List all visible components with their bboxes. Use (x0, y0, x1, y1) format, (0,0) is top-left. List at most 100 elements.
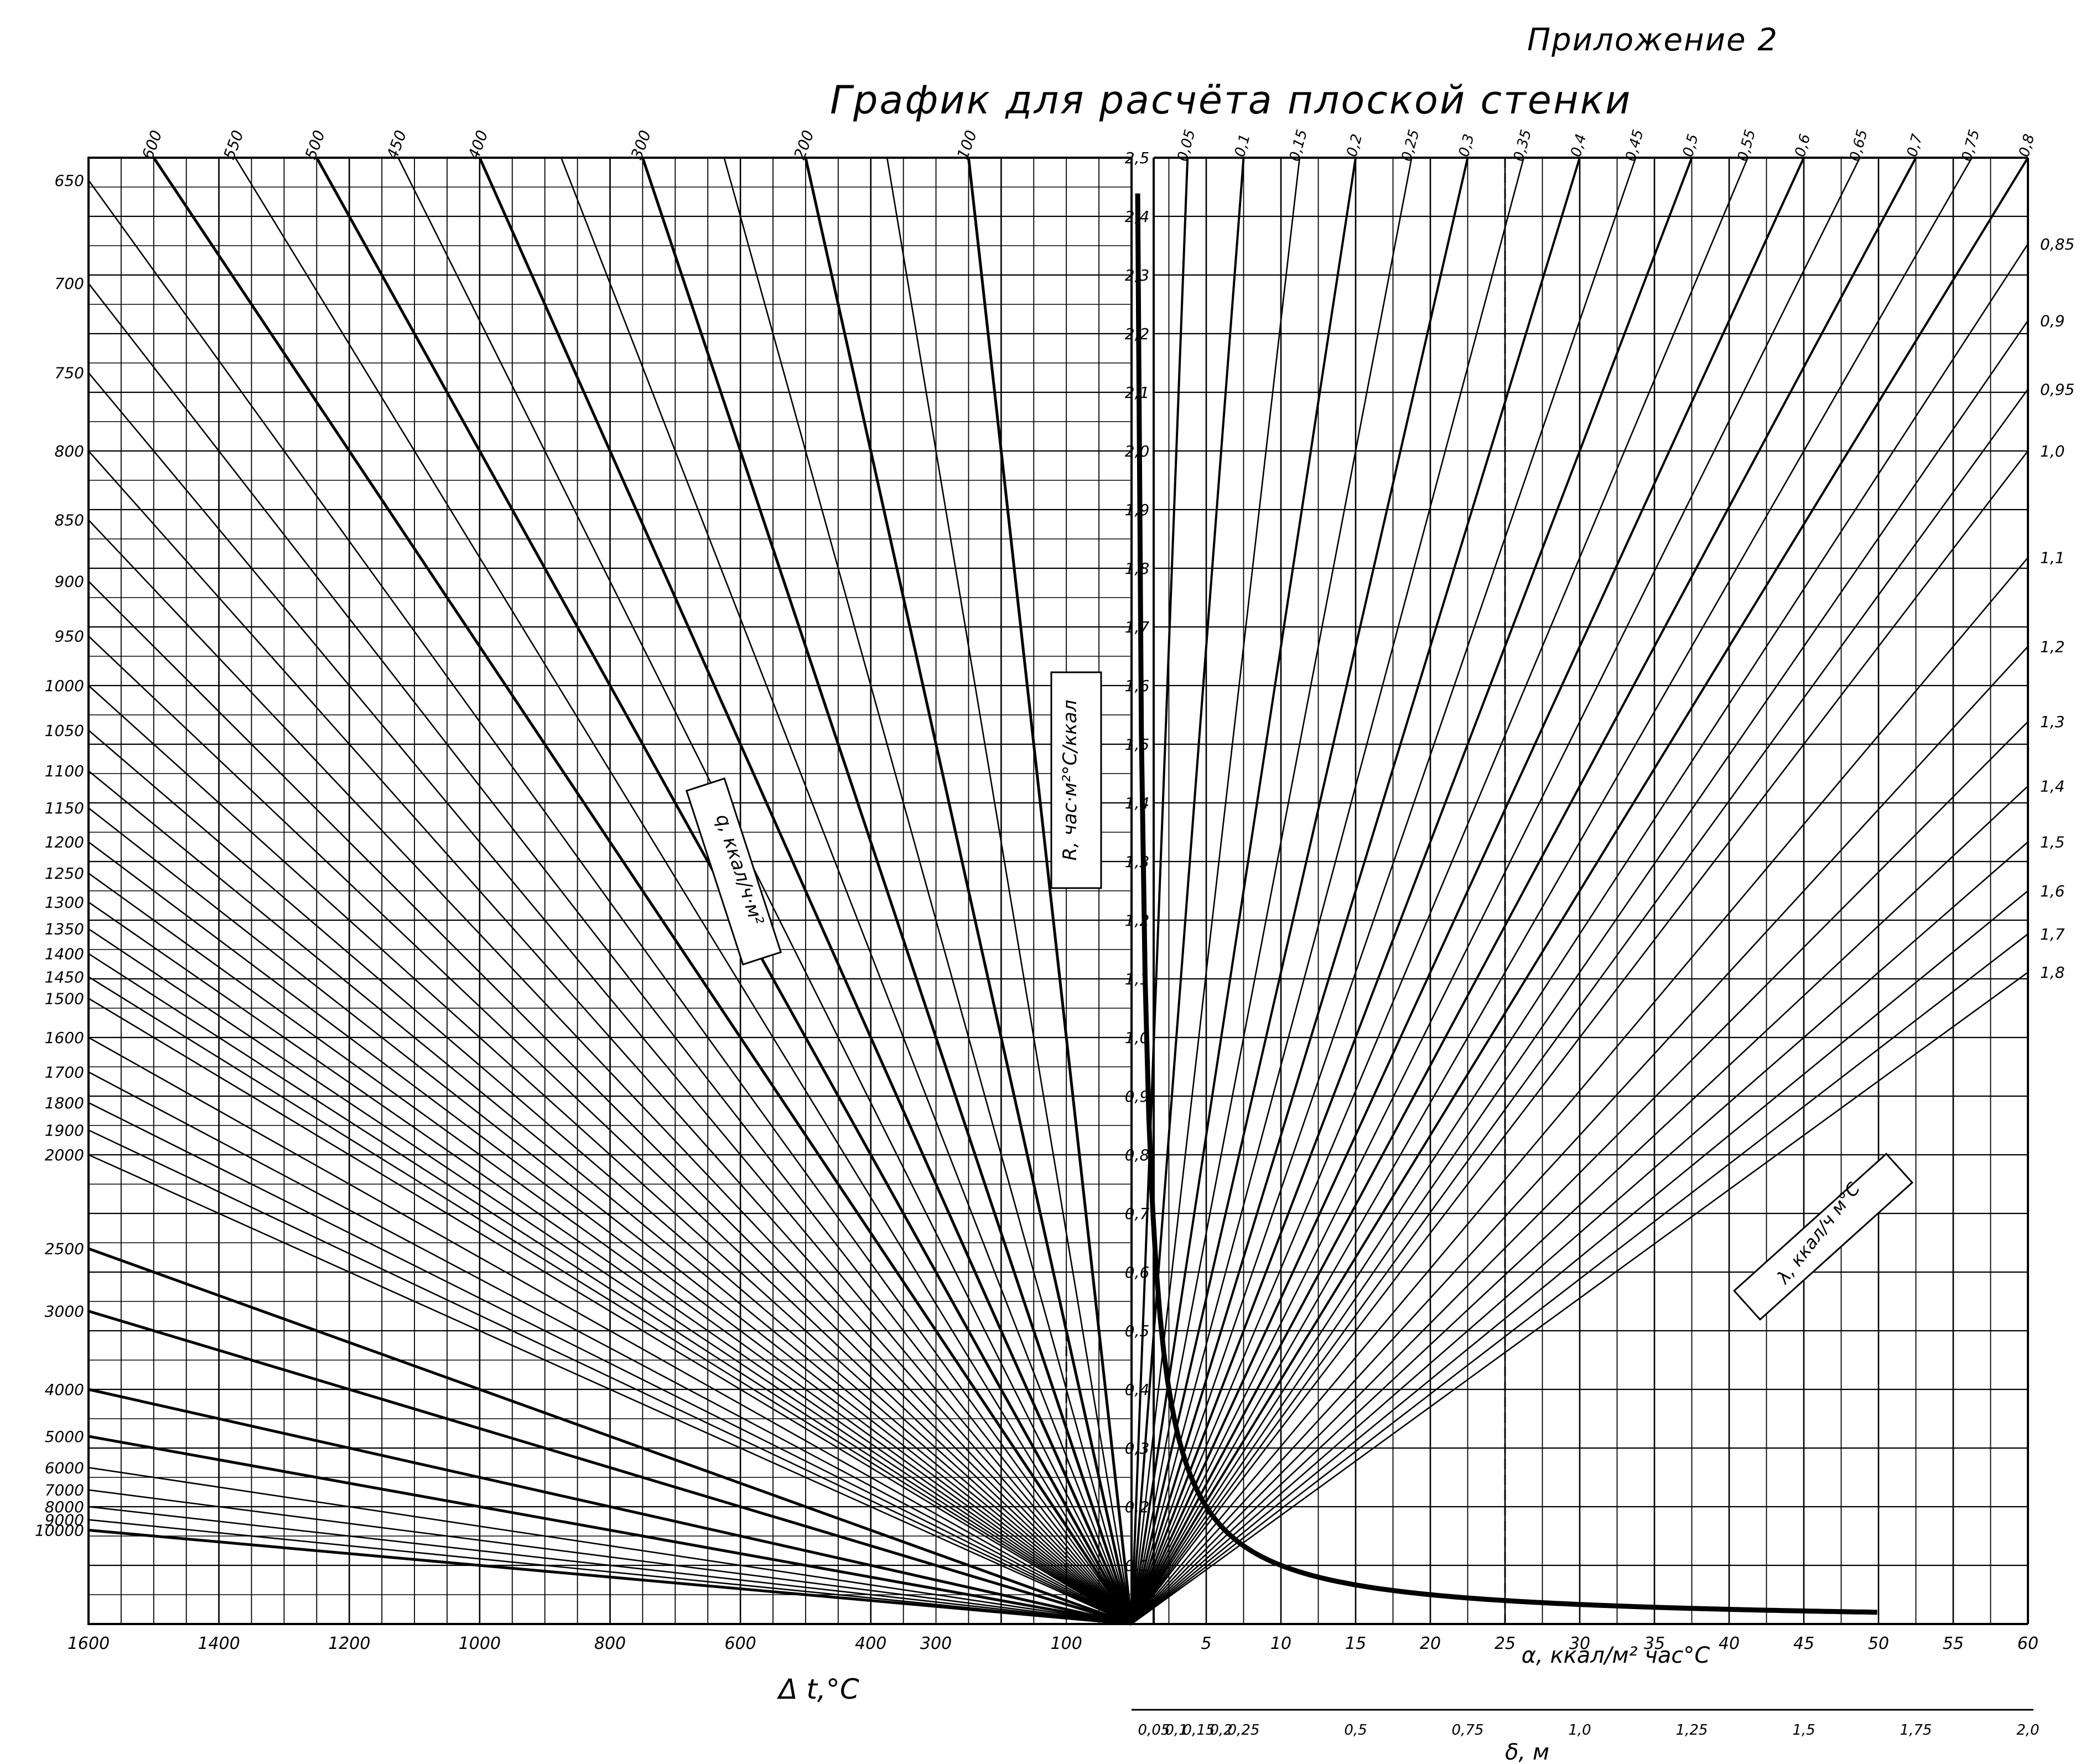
lambda-line-0.6 (1130, 157, 1805, 1625)
lambda-line-0.05 (1130, 157, 1189, 1625)
q-line-8000 (88, 1506, 1132, 1625)
r-tick: 1,0 (1125, 1029, 1150, 1047)
dt-tick: 1000 (459, 1634, 501, 1653)
left-scale-tick: 950 (55, 627, 84, 646)
right-lambda-tick: 1,1 (2040, 549, 2065, 567)
delta-tick: 0,2 (1210, 1722, 1232, 1739)
q-line-1300 (88, 901, 1132, 1625)
lambda-line-0.3 (1130, 157, 1469, 1625)
delta-axis-label: δ, м (1505, 1740, 1549, 1764)
q-line-2500 (88, 1247, 1132, 1626)
q-line-2000 (88, 1154, 1132, 1625)
q-line-1350 (88, 928, 1132, 1625)
r-tick: 1,4 (1125, 794, 1150, 812)
right-lambda-tick: 1,3 (2040, 713, 2065, 731)
dt-tick: 1200 (328, 1634, 370, 1653)
left-scale-tick: 1150 (45, 799, 84, 817)
left-scale-tick: 4000 (45, 1381, 84, 1399)
right-lambda-tick: 0,9 (2040, 312, 2065, 330)
alpha-tick: 10 (1270, 1634, 1291, 1653)
chart-title: График для расчёта плоской стенки (830, 77, 1632, 123)
left-scale-tick: 800 (55, 442, 84, 460)
alpha-curve (1135, 193, 1877, 1615)
lambda-line-0.55 (1130, 157, 1748, 1625)
q-line-450 (397, 157, 1133, 1625)
dt-tick: 800 (594, 1634, 626, 1653)
q-line-7000 (88, 1489, 1132, 1625)
lambda-line-1.1 (1131, 557, 2028, 1625)
q-line-1500 (88, 998, 1132, 1625)
q-line-4000 (88, 1388, 1132, 1626)
q-line-350 (560, 157, 1133, 1625)
dt-tick: 1400 (198, 1634, 240, 1653)
q-line-1150 (88, 807, 1132, 1625)
left-scale-tick: 1400 (45, 945, 84, 963)
lambda-line-0.85 (1130, 243, 2029, 1625)
lambda-line-0.25 (1130, 157, 1413, 1625)
q-line-10000 (88, 1528, 1132, 1626)
top-lambda-tick: 0,8 (2016, 132, 2038, 159)
lambda-line-0.35 (1130, 157, 1525, 1625)
r-tick: 0,7 (1125, 1205, 1150, 1223)
q-line-700 (87, 283, 1133, 1625)
dt-axis-label: Δ t,°C (776, 1673, 859, 1705)
left-scale-tick: 650 (55, 172, 84, 190)
left-scale-tick: 10000 (35, 1521, 84, 1539)
delta-tick: 0,15 (1183, 1722, 1215, 1739)
q-line-6000 (88, 1467, 1132, 1625)
right-lambda-tick: 0,95 (2040, 380, 2074, 398)
r-tick: 0,8 (1125, 1146, 1150, 1164)
dt-tick: 400 (855, 1634, 886, 1653)
q-line-1400 (88, 953, 1132, 1625)
r-tick: 0,2 (1125, 1498, 1150, 1516)
right-lambda-tick: 1,4 (2040, 777, 2065, 796)
alpha-tick: 45 (1793, 1634, 1814, 1653)
lambda-line-0.95 (1130, 388, 2029, 1625)
q-line-600 (152, 157, 1133, 1625)
q-line-1200 (88, 841, 1132, 1625)
left-scale-tick: 1050 (45, 722, 84, 740)
lambda-line-0.75 (1130, 157, 1973, 1625)
alpha-axis-label: α, ккал/м² час°C (1522, 1643, 1710, 1668)
delta-tick: 0,5 (1344, 1722, 1367, 1739)
top-lambda-tick: 0,5 (1680, 132, 1702, 159)
alpha-tick: 40 (1719, 1634, 1740, 1653)
left-scale-tick: 900 (55, 573, 84, 591)
lambda-line-0.65 (1130, 157, 1861, 1625)
q-line-550 (234, 157, 1133, 1625)
q-line-800 (88, 450, 1132, 1625)
r-tick: 2,0 (1125, 442, 1150, 460)
q-line-750 (88, 372, 1132, 1625)
r-tick: 2,2 (1125, 325, 1150, 343)
left-scale-tick: 5000 (45, 1428, 84, 1446)
left-scale-tick: 2000 (45, 1146, 84, 1164)
top-lambda-tick: 0,4 (1568, 132, 1590, 159)
left-scale-tick: 1450 (45, 968, 84, 986)
q-line-1800 (88, 1102, 1132, 1625)
left-scale-tick: 1500 (45, 989, 84, 1008)
r-tick: 2,4 (1125, 207, 1150, 226)
right-lambda-tick: 1,8 (2040, 963, 2065, 982)
q-line-1600 (88, 1036, 1132, 1625)
right-lambda-tick: 1,7 (2040, 925, 2065, 943)
alpha-tick: 60 (2017, 1634, 2038, 1653)
left-scale-tick: 1600 (45, 1029, 84, 1047)
lambda-line-1.5 (1131, 841, 2028, 1625)
appendix-label: Приложение 2 (1527, 22, 1778, 58)
r-tick: 0,4 (1125, 1381, 1150, 1399)
left-scale-tick: 9000 (45, 1511, 84, 1529)
top-lambda-tick: 0,6 (1792, 132, 1814, 159)
lambda-line-0.1 (1130, 157, 1245, 1625)
delta-tick: 2,0 (2016, 1722, 2039, 1739)
q-line-650 (87, 180, 1133, 1625)
lambda-line-0.4 (1130, 157, 1581, 1625)
alpha-tick: 25 (1495, 1634, 1516, 1653)
top-lambda-tick: 0,1 (1232, 132, 1254, 159)
q-line-150 (886, 157, 1133, 1625)
q-line-5000 (88, 1435, 1132, 1626)
grid-layer (87, 157, 2033, 1711)
delta-tick: 0,25 (1228, 1722, 1260, 1739)
top-lambda-tick: 0,7 (1904, 132, 1926, 159)
lambda-line-1.2 (1131, 646, 2028, 1625)
